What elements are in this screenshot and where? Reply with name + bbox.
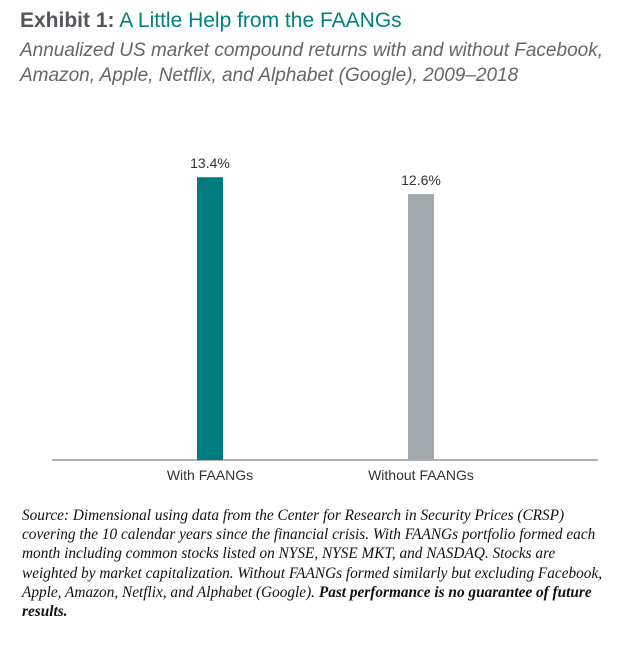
chart-subtitle: Annualized US market compound returns wi… [20,40,603,86]
source-text: Source: Dimensional using data from the … [22,507,603,601]
source-caption: Source: Dimensional using data from the … [22,506,612,621]
bar-with-faangs [197,177,223,460]
bars-group: 13.4% With FAANGs 12.6% Without FAANGs [167,155,474,483]
exhibit-name: A Little Help from the FAANGs [119,9,402,32]
bar-without-faangs [408,194,434,460]
exhibit-title: Exhibit 1: A Little Help from the FAANGs [20,8,610,34]
performance-disclaimer: Past performance is no guarantee of futu… [22,583,592,621]
data-label-with-faangs: 13.4% [190,155,230,171]
exhibit-label: Exhibit 1: [20,9,115,32]
category-label-without-faangs: Without FAANGs [368,467,474,483]
category-label-with-faangs: With FAANGs [167,467,253,483]
data-label-without-faangs: 12.6% [401,172,441,188]
bar-chart: 13.4% With FAANGs 12.6% Without FAANGs [52,155,598,483]
